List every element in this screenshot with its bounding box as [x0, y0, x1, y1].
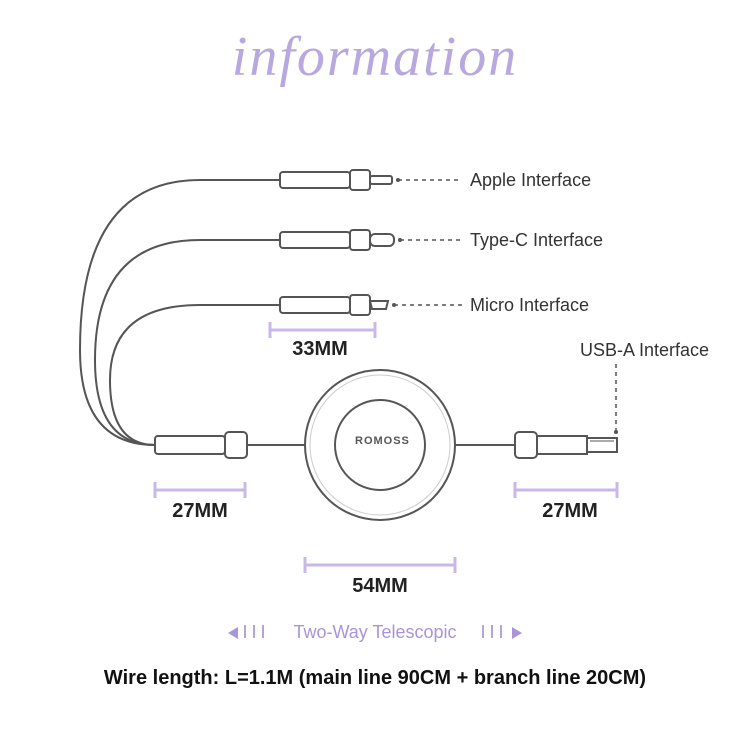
cable-diagram: Apple Interface Type-C Interface Micro I…: [0, 130, 750, 600]
diagram-svg: [0, 130, 750, 600]
arrow-left-icon: III: [228, 622, 269, 643]
label-typec: Type-C Interface: [470, 230, 603, 251]
dimension-hub: 54MM: [340, 575, 420, 598]
dimension-connector: 33MM: [280, 338, 360, 361]
dimension-left-plug: 27MM: [160, 500, 240, 523]
dimension-right-plug: 27MM: [530, 500, 610, 523]
footer: III Two-Way Telescopic III Wire length: …: [0, 622, 750, 690]
label-micro: Micro Interface: [470, 295, 589, 316]
telescopic-row: III Two-Way Telescopic III: [0, 622, 750, 643]
arrow-right-icon: III: [481, 622, 522, 643]
label-apple: Apple Interface: [470, 170, 591, 191]
label-usba: USB-A Interface: [580, 340, 709, 361]
brand-logo-text: ROMOSS: [355, 435, 410, 447]
page-title: information: [232, 25, 518, 89]
wire-length-text: Wire length: L=1.1M (main line 90CM + br…: [0, 667, 750, 690]
telescopic-label: Two-Way Telescopic: [293, 622, 456, 643]
